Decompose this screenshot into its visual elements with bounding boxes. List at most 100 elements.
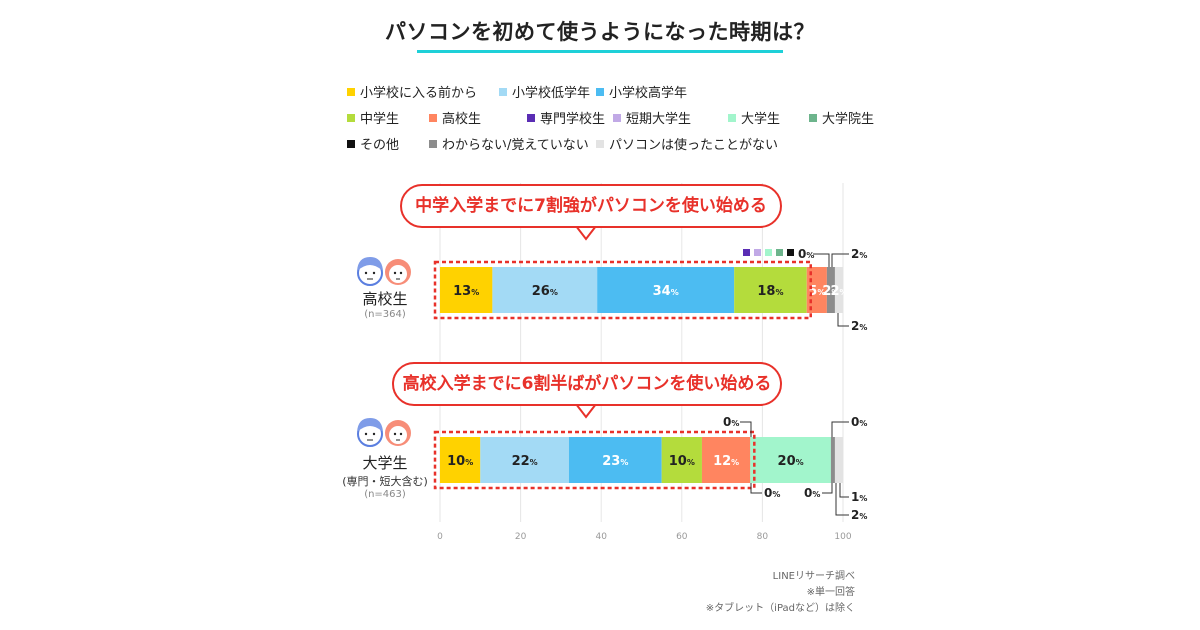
tick-label: 40	[595, 532, 607, 542]
legend-swatch	[347, 139, 355, 148]
bar-segment	[734, 267, 807, 313]
group-sublabel: (専門・短大含む)	[342, 475, 428, 488]
highlight-box	[433, 260, 812, 320]
legend-swatch	[429, 139, 437, 148]
zero-category-swatch	[754, 249, 761, 256]
zero-category-swatch	[765, 249, 772, 256]
group-n: (n=364)	[364, 309, 406, 320]
outside-value-label: 2%	[851, 247, 867, 261]
callout-pointer	[575, 403, 597, 419]
bar-value-label: 10%	[669, 454, 695, 469]
legend-item: 大学生	[728, 108, 780, 127]
bar-segment	[701, 437, 751, 483]
legend-label: わからない/覚えていない	[442, 138, 589, 153]
bar-segment	[834, 267, 843, 313]
outside-value-label: 0%	[851, 415, 867, 429]
legend-label: 短期大学生	[626, 112, 692, 127]
title-underline	[417, 50, 783, 53]
legend-item: 小学校に入る前から	[347, 82, 477, 101]
bar-value-label: 26%	[532, 284, 558, 299]
group-n: (n=463)	[364, 489, 406, 500]
legend-swatch	[596, 87, 604, 96]
legend-swatch	[347, 113, 355, 122]
legend-label: 中学生	[360, 112, 400, 127]
leader-line	[813, 253, 830, 267]
bar-segment	[826, 267, 835, 313]
leader-line	[837, 313, 849, 327]
leader-line	[835, 483, 849, 516]
legend-swatch	[596, 139, 604, 148]
bar-value-label: 22%	[512, 454, 538, 469]
chart-title: パソコンを初めて使うようになった時期は？	[385, 20, 815, 44]
student-avatars-icon	[340, 412, 430, 452]
legend-label: パソコンは使ったことがない	[609, 138, 779, 153]
group-high-school: 高校生 (n=364)	[340, 254, 430, 320]
tick-label: 60	[676, 532, 688, 542]
leader-line	[822, 483, 833, 494]
tick-label: 100	[834, 532, 851, 542]
legend-swatch	[728, 113, 736, 122]
legend-item: 短期大学生	[613, 108, 691, 127]
legend-item: わからない/覚えていない	[429, 134, 589, 153]
outside-value-label: 1%	[851, 490, 867, 504]
legend-label: 高校生	[442, 112, 482, 127]
legend-label: 大学院生	[822, 112, 875, 127]
legend-label: 専門学校生	[540, 112, 606, 127]
bar-segment	[830, 437, 835, 483]
zero-category-swatch	[776, 249, 783, 256]
legend-label: 小学校に入る前から	[360, 86, 478, 101]
bar-value-label: 12%	[713, 454, 739, 469]
legend-item: 小学校高学年	[596, 82, 687, 101]
legend-label: 小学校高学年	[609, 86, 688, 101]
tick-label: 20	[515, 532, 527, 542]
legend-swatch	[499, 87, 507, 96]
group-university: 大学生 (専門・短大含む) (n=463)	[340, 412, 430, 500]
outside-value-label: 0%	[798, 247, 814, 261]
legend-item: 高校生	[429, 108, 481, 127]
tick-label: 80	[757, 532, 769, 542]
bar-value-label: 10%	[447, 454, 473, 469]
legend-item: 専門学校生	[527, 108, 605, 127]
answer-note: ※単一回答	[806, 587, 855, 598]
avatar-pair	[357, 257, 411, 286]
callout-university: 高校入学までに6割半ばがパソコンを使い始める	[392, 362, 782, 406]
bar-segment	[440, 267, 493, 313]
leader-line	[839, 483, 849, 498]
tick-label: 0	[437, 532, 443, 542]
legend-swatch	[347, 87, 355, 96]
leader-line	[831, 421, 849, 437]
leader-line	[750, 483, 762, 494]
callout-pointer	[575, 225, 597, 241]
exclusion-note: ※タブレット（iPadなど）は除く	[705, 603, 855, 614]
legend-item: パソコンは使ったことがない	[596, 134, 778, 153]
bar-value-label: 13%	[453, 284, 479, 299]
leader-line	[740, 421, 752, 437]
group-label: 高校生	[362, 290, 408, 308]
highlight-box	[433, 430, 756, 490]
avatar-pair	[357, 418, 411, 447]
group-label: 大学生	[362, 454, 408, 472]
bar-segment	[480, 437, 569, 483]
bar-value-label: 18%	[757, 284, 783, 299]
bar-value-label: 2%	[830, 284, 847, 299]
student-avatars-icon	[340, 254, 430, 288]
legend-item: 大学院生	[809, 108, 874, 127]
bar-segment	[661, 437, 702, 483]
legend-item: 小学校低学年	[499, 82, 590, 101]
source-note: LINEリサーチ調べ	[772, 571, 855, 582]
legend-label: 大学生	[741, 112, 781, 127]
legend-label: その他	[360, 138, 400, 153]
outside-value-label: 0%	[764, 486, 780, 500]
bar-segment	[440, 437, 481, 483]
legend-item: その他	[347, 134, 399, 153]
legend-swatch	[527, 113, 535, 122]
legend-swatch	[613, 113, 621, 122]
bar-segment	[492, 267, 598, 313]
zero-category-swatch	[743, 249, 750, 256]
legend-item: 中学生	[347, 108, 399, 127]
outside-value-label: 2%	[851, 508, 867, 522]
legend-swatch	[809, 113, 817, 122]
bar-segment	[750, 437, 831, 483]
zero-category-swatch	[787, 249, 794, 256]
